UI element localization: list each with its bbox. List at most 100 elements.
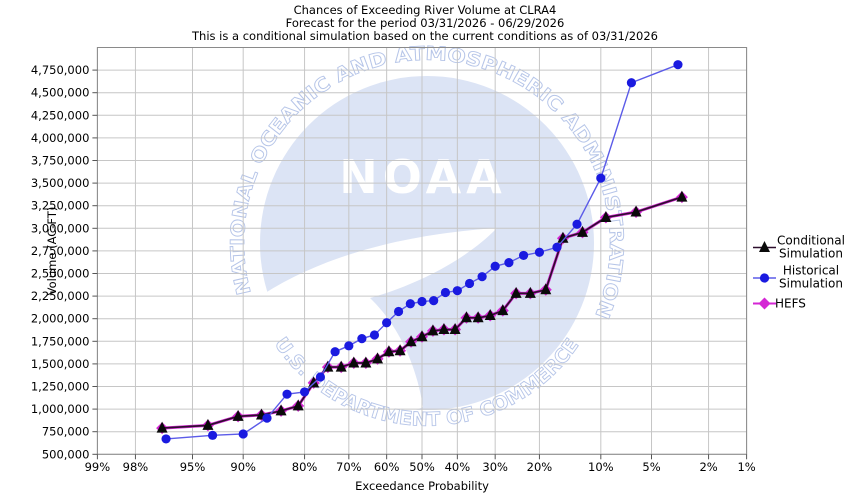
x-tick-label: 80% [292, 460, 318, 474]
data-point-marker [275, 404, 287, 416]
data-point-marker [472, 311, 484, 323]
x-tick-label: 98% [123, 460, 149, 474]
data-point-marker [360, 356, 372, 368]
x-tick-label: 60% [374, 460, 400, 474]
data-point-marker [308, 376, 320, 388]
x-tick-label: 70% [336, 460, 362, 474]
data-point-marker [394, 344, 406, 356]
y-tick-label: 4,000,000 [31, 131, 90, 145]
data-point-marker [357, 333, 367, 344]
y-tick-label: 1,250,000 [31, 380, 90, 394]
data-point-marker [405, 299, 415, 309]
data-point-marker [330, 347, 340, 357]
legend-label: HEFS [775, 297, 806, 311]
data-point-marker [452, 286, 462, 296]
data-point-marker [577, 225, 589, 237]
y-tick-label: 4,750,000 [31, 63, 90, 77]
x-tick-label: 99% [85, 460, 111, 474]
y-axis-tick-labels: 500,000 750,000 1,000,000 1,250,000 1,500,00… [31, 63, 90, 461]
chart-title-block: Chances of Exceeding River Volume at CLR… [191, 3, 658, 43]
data-point-marker [383, 345, 395, 357]
data-point-marker [335, 360, 347, 372]
data-point-marker [626, 78, 637, 88]
y-tick-label: 750,000 [42, 425, 90, 439]
data-point-marker [292, 399, 304, 411]
x-tick-label: 10% [588, 460, 614, 474]
data-point-marker [449, 323, 461, 335]
legend-label: Conditional [777, 234, 845, 248]
data-point-marker [673, 60, 683, 70]
x-axis-tick-labels: 99% 98% 95% 90% 80% 70% 60% 50% 40% 30% 20% 10% 5% 2%… [85, 460, 756, 474]
data-point-marker [552, 242, 562, 252]
data-point-marker [315, 372, 326, 382]
data-point-marker [490, 261, 500, 271]
data-point-marker [477, 272, 487, 282]
data-point-marker [440, 287, 451, 298]
x-tick-label: 5% [642, 460, 660, 474]
y-tick-label: 2,000,000 [31, 312, 90, 326]
y-tick-label: 3,750,000 [31, 154, 90, 168]
data-point-marker [600, 210, 612, 222]
x-tick-label: 30% [482, 460, 508, 474]
data-point-marker [429, 296, 439, 306]
legend-label: Simulation [779, 277, 843, 291]
data-point-marker [282, 389, 292, 399]
data-point-marker [438, 323, 450, 335]
y-tick-label: 2,250,000 [31, 289, 90, 303]
y-axis-title: Volume (AC-FT) [45, 207, 59, 296]
data-point-marker [207, 430, 218, 440]
x-tick-label: 20% [527, 460, 553, 474]
data-point-marker [238, 429, 248, 439]
data-point-marker [161, 434, 171, 444]
x-tick-label: 1% [737, 460, 755, 474]
y-tick-label: 4,250,000 [31, 108, 90, 122]
x-tick-label: 2% [699, 460, 717, 474]
data-point-marker [504, 258, 514, 268]
y-tick-label: 1,750,000 [31, 334, 90, 348]
y-tick-label: 3,000,000 [31, 221, 90, 235]
legend-item-hefs: HEFS [753, 297, 806, 311]
x-tick-label: 50% [409, 460, 435, 474]
legend-label: Historical [783, 264, 839, 278]
y-tick-label: 1,500,000 [31, 357, 90, 371]
data-point-marker [596, 173, 606, 183]
noaa-wordmark: NOAA [339, 150, 507, 204]
data-point-marker [344, 341, 354, 351]
x-tick-label: 95% [180, 460, 206, 474]
data-point-marker [405, 335, 417, 347]
series-conditional-simulation [156, 190, 688, 433]
data-point-marker [484, 309, 496, 321]
chart-note: This is a conditional simulation based o… [191, 29, 658, 43]
data-point-marker [524, 286, 536, 298]
data-point-marker [630, 205, 642, 217]
data-point-marker [759, 241, 770, 252]
data-point-marker [758, 297, 771, 310]
data-point-marker [393, 306, 404, 317]
data-point-marker [202, 418, 214, 430]
data-point-marker [460, 311, 472, 323]
data-point-marker [427, 324, 439, 336]
data-point-marker [572, 219, 582, 229]
data-point-marker [299, 387, 310, 397]
x-axis-title: Exceedance Probability [355, 479, 489, 493]
axis-tick-marks [92, 69, 748, 460]
data-point-marker [518, 250, 529, 261]
y-tick-label: 2,500,000 [31, 267, 90, 281]
data-point-marker [372, 352, 384, 364]
chart-subtitle: Forecast for the period 03/31/2026 - 06/… [286, 16, 565, 30]
y-tick-label: 4,500,000 [31, 86, 90, 100]
series-historical-simulation [161, 60, 683, 444]
data-series-layer [156, 60, 688, 444]
x-tick-label: 90% [230, 460, 256, 474]
grid-lines [96, 47, 748, 455]
data-point-marker [464, 278, 475, 289]
y-tick-label: 3,250,000 [31, 199, 90, 213]
data-point-marker [540, 283, 552, 295]
data-point-marker [676, 190, 688, 202]
data-point-marker [156, 421, 168, 433]
x-tick-label: 40% [445, 460, 471, 474]
y-tick-label: 500,000 [42, 447, 90, 461]
